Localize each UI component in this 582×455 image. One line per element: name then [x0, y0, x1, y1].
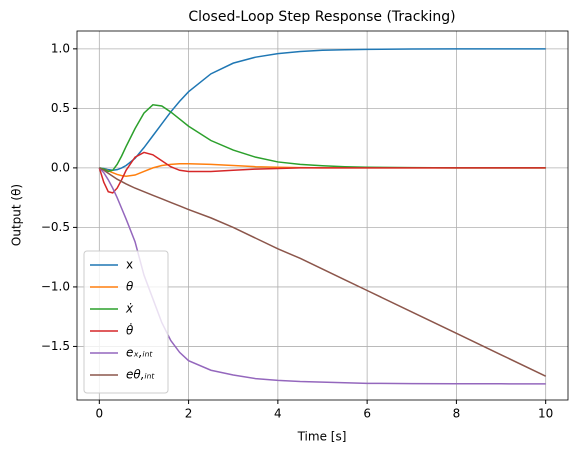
legend: xθẋ θ̇ eₓ,ᵢₙₜ eθ,ᵢₙₜ: [83, 250, 169, 394]
y-tick-label: −0.5: [41, 220, 70, 234]
plot-frame: [76, 30, 569, 401]
x-axis-label: Time [s]: [297, 430, 347, 444]
y-tick-label: 0.5: [51, 101, 70, 115]
x-tick-label: 4: [274, 407, 282, 421]
legend-label: eθ,ᵢₙₜ: [126, 368, 155, 382]
series-line: [99, 48, 546, 172]
x-tick-label: 0: [95, 407, 103, 421]
x-tick-label: 10: [538, 407, 553, 421]
y-tick-label: −1.0: [41, 279, 70, 293]
y-axis-label: Output (θ): [10, 184, 24, 246]
series-line: [98, 167, 546, 385]
x-tick-label: 8: [453, 407, 461, 421]
legend-label: θ̇: [126, 322, 134, 337]
legend-label: ẋ: [125, 302, 134, 316]
legend-label: eₓ,ᵢₙₜ: [126, 346, 153, 360]
legend-label: x: [126, 258, 133, 272]
series-line: [99, 104, 546, 173]
series-line: [98, 151, 546, 194]
y-tick-label: 1.0: [51, 41, 70, 55]
x-tick-label: 6: [363, 407, 371, 421]
x-tick-label: 2: [185, 407, 193, 421]
chart-title: Closed-Loop Step Response (Tracking): [188, 9, 455, 25]
legend-label: θ: [126, 280, 134, 294]
y-tick-label: −1.5: [41, 339, 70, 353]
series-line: [98, 167, 547, 377]
y-tick-label: 0.0: [51, 160, 70, 174]
